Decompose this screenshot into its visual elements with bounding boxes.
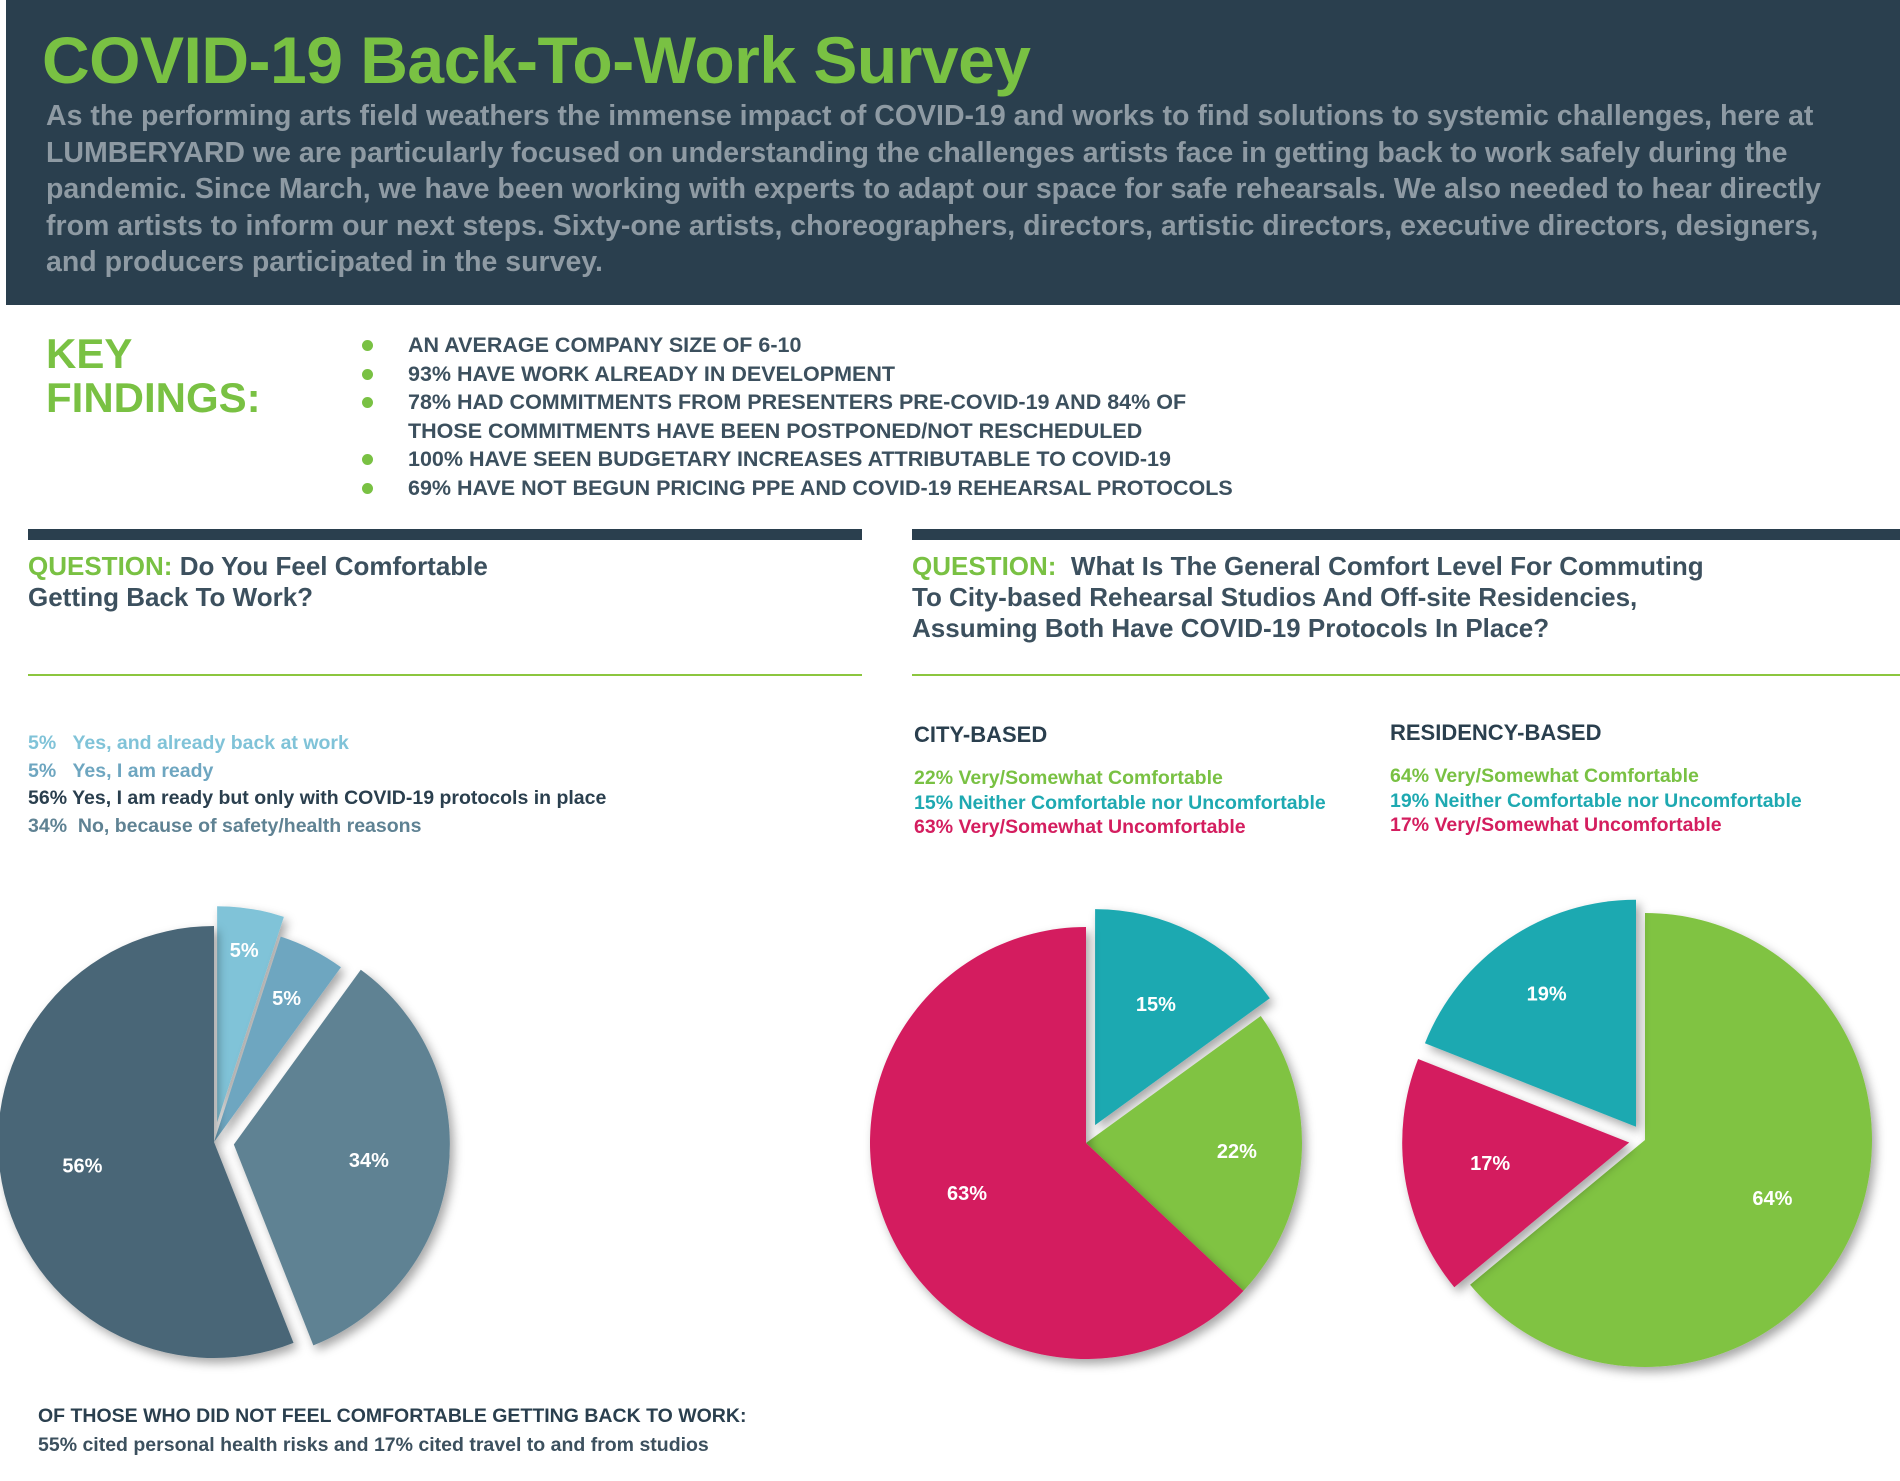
pie-slice-label: 5% [272, 988, 301, 1010]
section-divider-left [28, 529, 862, 540]
footnote-title: OF THOSE WHO DID NOT FEEL COMFORTABLE GE… [38, 1405, 747, 1427]
bullet-icon [362, 482, 373, 494]
key-finding-text: 100% HAVE SEEN BUDGETARY INCREASES ATTRI… [408, 447, 1171, 471]
question-1-label: QUESTION: [28, 551, 173, 581]
pie-slice [870, 927, 1244, 1359]
pie-slice-label: 56% [62, 1155, 102, 1177]
pie-slice [1470, 913, 1872, 1367]
legend-item: 34% No, because of safety/health reasons [28, 814, 422, 837]
pie-slice-label: 63% [947, 1183, 987, 1205]
pie-slice [217, 906, 284, 1123]
pie-slice-label: 5% [230, 940, 259, 962]
question-2-label: QUESTION: [912, 551, 1057, 581]
pie-slice [1402, 1058, 1630, 1288]
key-finding-item: 78% HAD COMMITMENTS FROM PRESENTERS PRE-… [362, 388, 1248, 445]
legend-item: 64% Very/Somewhat Comfortable [1390, 765, 1699, 787]
chart-1-legend: 5% Yes, and already back at work 5% Yes,… [28, 730, 606, 840]
question-1-text-line2: Getting Back To Work? [28, 582, 314, 612]
pie-chart-comfort-back-to-work: 5% 5% 34% 56% [0, 906, 450, 1358]
legend-item: 19% Neither Comfortable nor Uncomfortabl… [1390, 789, 1802, 812]
pie-slice-label: 17% [1470, 1153, 1510, 1175]
residency-based-legend: 64% Very/Somewhat Comfortable 19% Neithe… [1390, 764, 1802, 838]
pie-slice-label: 64% [1752, 1188, 1792, 1210]
pie-slice-label: 15% [1136, 994, 1176, 1016]
header-band [6, 0, 1900, 305]
key-finding-text: AN AVERAGE COMPANY SIZE OF 6-10 [408, 333, 802, 357]
question-2-underline [912, 674, 1900, 676]
question-2: QUESTION: What Is The General Comfort Le… [912, 551, 1704, 644]
pie-slice-label: 34% [349, 1150, 389, 1172]
bullet-icon [362, 368, 373, 380]
legend-item: 22% Very/Somewhat Comfortable [914, 767, 1223, 789]
bullet-icon [362, 340, 373, 351]
intro-paragraph: As the performing arts field weathers th… [46, 100, 1821, 278]
residency-based-title: RESIDENCY-BASED [1390, 720, 1602, 745]
pie-slice [214, 936, 341, 1142]
legend-item: 5% Yes, and already back at work [28, 732, 349, 754]
section-divider-right [912, 529, 1900, 540]
key-findings-list: AN AVERAGE COMPANY SIZE OF 6-10 93% HAVE… [362, 331, 1248, 502]
question-2-text-line3: Assuming Both Have COVID-19 Protocols In… [912, 613, 1550, 643]
key-finding-text: 78% HAD COMMITMENTS FROM PRESENTERS PRE-… [408, 390, 1187, 443]
pie-slice-label: 19% [1527, 984, 1567, 1006]
pie-slice [1095, 909, 1270, 1126]
question-2-text-line2: To City-based Rehearsal Studios And Off-… [912, 582, 1638, 612]
pie-slice [1424, 899, 1637, 1127]
key-findings-title-line1: KEY [46, 330, 133, 377]
bullet-icon [362, 397, 373, 408]
pie-chart-residency-based: 64% 17% 19% [1402, 899, 1872, 1367]
pie-slice [0, 926, 294, 1358]
legend-item: 15% Neither Comfortable nor Uncomfortabl… [914, 791, 1326, 814]
pie-slice [1086, 1016, 1302, 1291]
key-finding-item: 100% HAVE SEEN BUDGETARY INCREASES ATTRI… [362, 445, 1248, 474]
key-finding-item: 69% HAVE NOT BEGUN PRICING PPE AND COVID… [362, 474, 1248, 503]
question-2-text-line1: What Is The General Comfort Level For Co… [1070, 551, 1704, 581]
footnote-body: 55% cited personal health risks and 17% … [38, 1434, 709, 1456]
legend-item: 63% Very/Somewhat Uncomfortable [914, 816, 1246, 838]
question-1: QUESTION: Do You Feel Comfortable Gettin… [28, 551, 488, 613]
key-finding-item: AN AVERAGE COMPANY SIZE OF 6-10 [362, 331, 1248, 360]
legend-item: 56% Yes, I am ready but only with COVID-… [28, 787, 607, 809]
question-1-text-line1: Do You Feel Comfortable [179, 551, 488, 581]
key-finding-text: 93% HAVE WORK ALREADY IN DEVELOPMENT [408, 361, 895, 386]
key-finding-item: 93% HAVE WORK ALREADY IN DEVELOPMENT [362, 360, 1248, 389]
key-finding-text: 69% HAVE NOT BEGUN PRICING PPE AND COVID… [408, 475, 1233, 500]
key-findings-title-line2: FINDINGS: [46, 374, 261, 421]
legend-item: 17% Very/Somewhat Uncomfortable [1390, 814, 1722, 836]
city-based-legend: 22% Very/Somewhat Comfortable 15% Neithe… [914, 766, 1326, 840]
pie-chart-city-based: 15% 22% 63% [870, 909, 1302, 1359]
bullet-icon [362, 454, 373, 465]
pie-slice [233, 969, 450, 1346]
legend-item: 5% Yes, I am ready [28, 759, 214, 782]
question-1-underline [28, 674, 862, 676]
key-findings-title: KEY FINDINGS: [46, 332, 346, 420]
page-title: COVID-19 Back-To-Work Survey [42, 23, 1031, 97]
pie-slice-label: 22% [1217, 1141, 1257, 1163]
city-based-title: CITY-BASED [914, 722, 1048, 747]
